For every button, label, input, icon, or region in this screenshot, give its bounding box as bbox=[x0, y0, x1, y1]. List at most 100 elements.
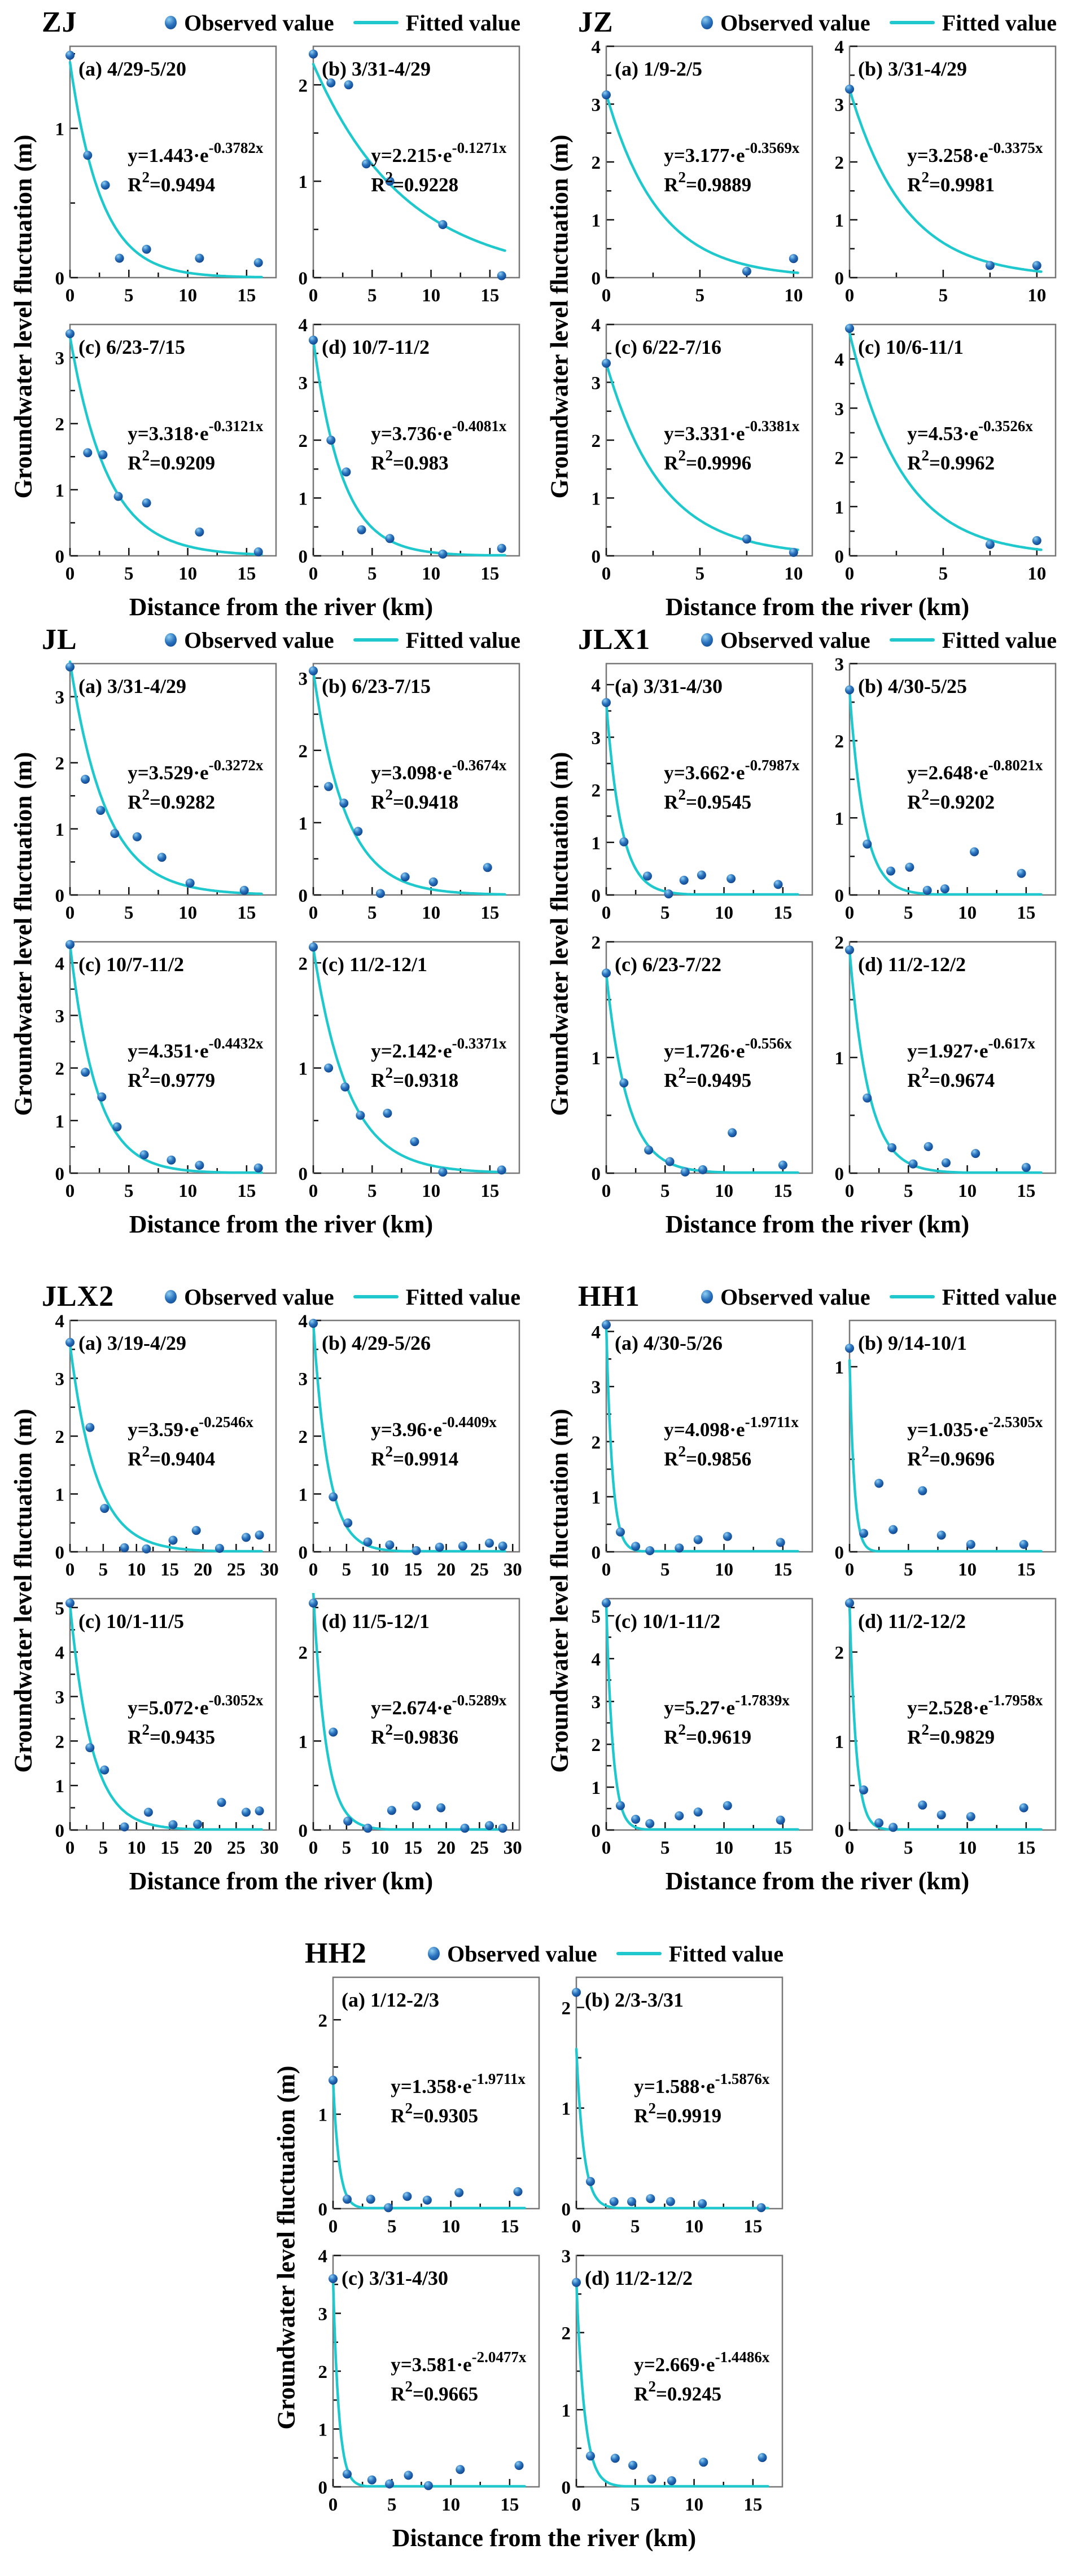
r-squared-value: =0.9209 bbox=[150, 452, 215, 474]
plot-box bbox=[848, 45, 1057, 279]
r-squared-value: =0.9696 bbox=[929, 1448, 995, 1470]
x-tick-label: 5 bbox=[660, 1181, 670, 1201]
panel-JLX1-a: 0 1 2 3 4 0 5 10 15 (a) 3/31-4/30 y=3.662·e-0.7987… bbox=[592, 662, 813, 923]
r-squared-base: R bbox=[664, 452, 679, 474]
r-squared-sup: 2 bbox=[142, 447, 150, 464]
fitted-curve bbox=[68, 335, 263, 556]
axis-ticks bbox=[605, 45, 795, 279]
fitted-curve bbox=[848, 87, 1043, 273]
x-tick-label: 15 bbox=[237, 286, 256, 306]
fitted-value-line-icon bbox=[889, 21, 935, 24]
observed-point bbox=[65, 662, 75, 672]
panel-label: (b) 2/3-3/31 bbox=[585, 1989, 684, 2011]
y-tick-label: 2 bbox=[562, 2324, 571, 2344]
x-tick-label: 15 bbox=[743, 2495, 762, 2515]
y-tick-label: 2 bbox=[55, 1732, 65, 1752]
observed-point bbox=[239, 885, 249, 895]
r-squared: R2=0.9209 bbox=[128, 447, 215, 474]
r-squared-base: R bbox=[128, 791, 142, 813]
observed-point bbox=[343, 1816, 353, 1826]
legend-fitted-label: Fitted value bbox=[405, 627, 520, 653]
observed-point bbox=[356, 1111, 365, 1120]
r-squared-base: R bbox=[664, 1069, 679, 1091]
y-tick-label: 2 bbox=[299, 1427, 308, 1447]
x-tick-label: 15 bbox=[237, 1181, 256, 1201]
y-tick-label: 4 bbox=[592, 675, 601, 696]
panel-HH1-b: 010 5 10 15(b) 9/14-10/1y=1.035·e-2.5305xR2… bbox=[835, 1319, 1057, 1580]
y-tick-label: 3 bbox=[592, 1377, 601, 1398]
x-tick-label: 0 bbox=[65, 1560, 75, 1580]
r-squared-value: =0.9418 bbox=[393, 791, 458, 813]
r-squared: R2=0.9914 bbox=[371, 1443, 458, 1470]
panel-label: (d) 11/2-12/2 bbox=[858, 1610, 966, 1633]
legend: Observed value Fitted value bbox=[165, 10, 523, 36]
y-tick-label: 3 bbox=[835, 658, 844, 675]
y-tick-label: 1 bbox=[55, 820, 65, 840]
observed-point bbox=[789, 254, 798, 264]
observed-value-dot-icon bbox=[701, 633, 714, 647]
observed-point bbox=[385, 2479, 395, 2489]
legend-observed-label: Observed value bbox=[720, 627, 870, 653]
r-squared-value: =0.9981 bbox=[929, 174, 995, 196]
observed-point bbox=[168, 1535, 178, 1545]
r-squared-sup: 2 bbox=[678, 447, 686, 464]
y-tick-label: 3 bbox=[592, 728, 601, 748]
observed-point bbox=[665, 1157, 675, 1166]
observed-value-dot-icon bbox=[701, 1290, 714, 1304]
r-squared-sup: 2 bbox=[921, 1721, 929, 1738]
x-tick-label: 5 bbox=[342, 1560, 352, 1580]
axis-ticks bbox=[312, 1319, 514, 1553]
equation-exponent: -0.3674x bbox=[452, 757, 507, 774]
x-tick-label: 5 bbox=[99, 1838, 108, 1858]
y-tick-label: 0 bbox=[299, 1821, 308, 1841]
legend-fitted-label: Fitted value bbox=[942, 10, 1057, 36]
observed-point bbox=[619, 1078, 629, 1088]
observed-point bbox=[776, 1538, 785, 1547]
observed-point bbox=[309, 942, 318, 952]
y-tick-label: 1 bbox=[592, 211, 601, 231]
fitted-curve bbox=[68, 61, 263, 279]
y-tick-label: 3 bbox=[55, 688, 65, 708]
equation-base: y=2.669·e bbox=[634, 2354, 715, 2376]
x-tick-label: 15 bbox=[743, 2217, 762, 2237]
y-tick-label: 1 bbox=[835, 809, 844, 829]
r-squared-value: =0.9779 bbox=[150, 1069, 215, 1091]
group-title: JZ bbox=[578, 6, 614, 38]
y-tick-label: 0 bbox=[55, 1543, 65, 1563]
r-squared-base: R bbox=[907, 1448, 922, 1470]
observed-point bbox=[602, 358, 611, 368]
y-tick-label: 0 bbox=[299, 1164, 308, 1184]
fit-equation: y=3.318·e-0.3121x bbox=[128, 418, 264, 445]
group-header: JLX1 Observed value Fitted value bbox=[543, 622, 1059, 658]
y-tick-label: 5 bbox=[55, 1599, 65, 1619]
fit-equation: y=3.331·e-0.3381x bbox=[664, 418, 800, 445]
observed-point bbox=[667, 2476, 676, 2486]
fit-equation: y=3.098·e-0.3674x bbox=[371, 757, 507, 784]
observed-point bbox=[609, 2197, 619, 2206]
observed-point bbox=[387, 1806, 396, 1815]
observed-point bbox=[253, 547, 263, 556]
x-tick-label: 10 bbox=[422, 903, 440, 923]
x-tick-label: 15 bbox=[773, 1181, 792, 1201]
x-tick-label: 15 bbox=[404, 1838, 422, 1858]
observed-point bbox=[627, 2197, 636, 2206]
x-tick-label: 0 bbox=[65, 1838, 75, 1858]
x-tick-label: 0 bbox=[309, 286, 318, 306]
observed-point bbox=[918, 1800, 927, 1810]
observed-point bbox=[255, 1806, 264, 1816]
r-squared-sup: 2 bbox=[921, 1443, 929, 1460]
legend-item-observed: Observed value bbox=[428, 1941, 597, 1967]
y-tick-label: 0 bbox=[592, 269, 601, 289]
y-tick-label: 4 bbox=[55, 954, 65, 974]
x-tick-label: 0 bbox=[309, 1838, 318, 1858]
r-squared-sup: 2 bbox=[385, 786, 393, 803]
x-tick-label: 10 bbox=[178, 564, 197, 584]
observed-point bbox=[309, 1598, 318, 1608]
r-squared: R2=0.9282 bbox=[128, 786, 215, 813]
observed-point bbox=[385, 534, 395, 543]
fit-equation: y=3.529·e-0.3272x bbox=[128, 757, 264, 784]
y-tick-label: 0 bbox=[318, 2200, 328, 2220]
observed-point bbox=[675, 1811, 684, 1820]
plot-box bbox=[312, 662, 520, 896]
